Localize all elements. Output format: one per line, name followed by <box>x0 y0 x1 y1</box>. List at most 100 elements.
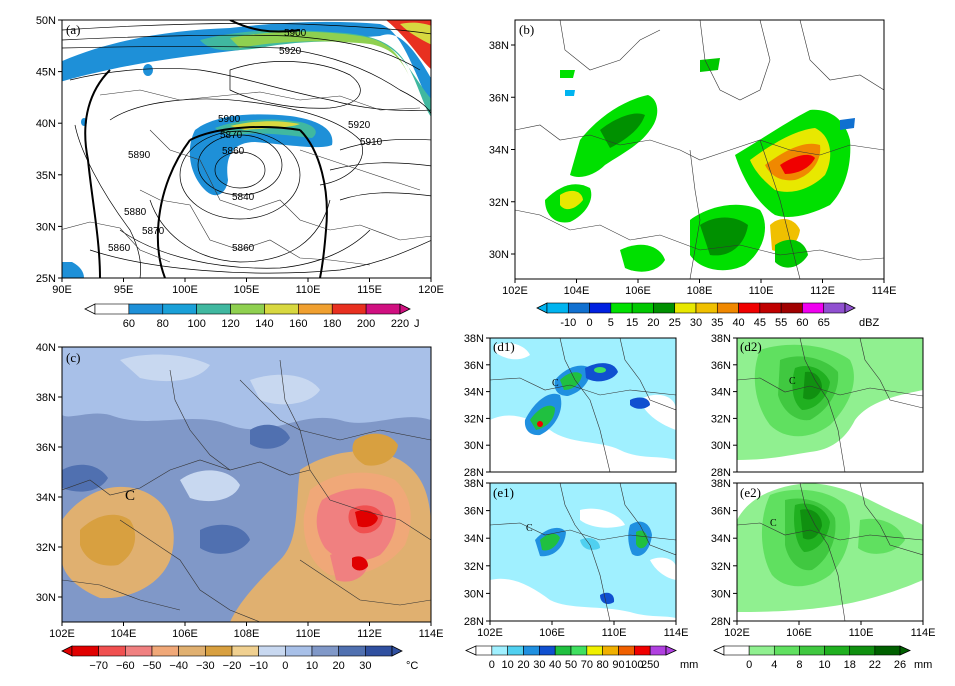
colorbar-segment <box>634 645 651 656</box>
y-tick-label: 25N <box>36 273 56 285</box>
y-tick-label: 38N <box>36 392 56 404</box>
x-tick-label: 100E <box>172 284 198 296</box>
colorbar-tick-label: 20 <box>333 660 345 672</box>
y-tick-label: 30N <box>36 221 56 233</box>
colorbar-tick-label: 4 <box>771 659 777 671</box>
colorbar-segment <box>311 645 339 657</box>
y-tick-label: 40N <box>36 118 56 130</box>
colorbar-tick-label: −60 <box>116 660 135 672</box>
colorbar-segment <box>539 645 556 656</box>
panel-e1-axis: 102E 106E 110E 114E 28N 30N 32N 34N 36N 38N <box>464 478 689 639</box>
colorbar-segment <box>491 645 508 656</box>
panel-c: (c) C 102E 104E 106E 108E 110E 112E 114E 30N 32N… <box>36 342 444 640</box>
x-tick-label: 110E <box>296 628 321 640</box>
y-tick-label: 36N <box>36 442 56 454</box>
colorbar-tick-label: −30 <box>196 660 215 672</box>
colorbar-tick-label: -10 <box>560 317 576 329</box>
colorbar-segment <box>162 303 197 315</box>
colorbar-tick-label: 40 <box>732 317 744 329</box>
panel-label: (d2) <box>740 339 762 354</box>
x-tick-label: 102E <box>724 627 750 639</box>
y-tick-label: 32N <box>711 561 731 573</box>
colorbar-segment <box>546 302 569 314</box>
colorbar-segment <box>759 302 782 314</box>
colorbar-tick-label: 30 <box>690 317 702 329</box>
y-tick-label: 28N <box>464 467 484 479</box>
colorbar-segment <box>71 645 99 657</box>
x-tick-label: 105E <box>234 284 260 296</box>
y-tick-label: 38N <box>711 333 731 345</box>
colorbar-tick-label: 10 <box>306 660 318 672</box>
colorbar-segment <box>674 302 697 314</box>
colorbar-tick-label: 10 <box>818 659 830 671</box>
panel-e2-axis: 102E 106E 110E 114E 28N 30N 32N 34N 36N 38N <box>711 478 936 639</box>
colorbar-unit: mm <box>680 659 698 671</box>
colorbar-segment <box>780 302 803 314</box>
colorbar-segment <box>507 645 524 656</box>
colorbar-tick-label: −40 <box>169 660 188 672</box>
panel-c-axis: 102E 104E 106E 108E 110E 112E 114E 30N 32N 34N 36N… <box>36 342 444 640</box>
colorbar-segment <box>151 645 179 657</box>
colorbar-tick-label: 18 <box>844 659 856 671</box>
x-tick-label: 102E <box>502 285 528 297</box>
colorbar-segment <box>258 645 286 657</box>
colorbar-segment <box>554 645 572 656</box>
y-tick-label: 30N <box>711 588 731 600</box>
colorbar-segment <box>125 645 153 657</box>
panel-label: (d1) <box>493 339 515 354</box>
y-tick-label: 45N <box>36 67 56 79</box>
y-tick-label: 32N <box>711 413 731 425</box>
colorbar-segment <box>738 302 761 314</box>
colorbar-tick-label: 55 <box>775 317 787 329</box>
y-tick-label: 34N <box>711 387 731 399</box>
x-tick-label: 104E <box>564 285 590 297</box>
y-tick-label: 34N <box>464 533 484 545</box>
y-tick-label: 30N <box>36 592 56 604</box>
x-tick-label: 110E <box>749 285 774 297</box>
colorbar-segment <box>823 302 846 314</box>
colorbar-tick-label: 100 <box>187 318 205 330</box>
colorbar-segment <box>665 645 677 656</box>
x-tick-label: 110E <box>602 627 627 639</box>
panel-d2-axis: 28N 30N 32N 34N 36N 38N <box>711 333 737 479</box>
colorbar-tick-label: −10 <box>249 660 268 672</box>
x-tick-label: 106E <box>539 627 565 639</box>
colorbar-tick-label: −70 <box>89 660 108 672</box>
x-tick-label: 115E <box>357 284 382 296</box>
y-tick-label: 32N <box>489 197 509 209</box>
contour-label: 5910 <box>360 137 383 148</box>
contour-label: 5900 <box>284 28 307 39</box>
colorbar-segment <box>570 645 588 656</box>
colorbar-tick-label: 90 <box>612 659 624 671</box>
colorbar-tick-label: 220 <box>391 318 409 330</box>
x-tick-label: 114E <box>419 628 444 640</box>
colorbar-segment <box>723 645 750 656</box>
colorbar-tick-label: 26 <box>894 659 906 671</box>
colorbar-segment <box>610 302 633 314</box>
panel-b-axis: 102E 104E 106E 108E 110E 112E 114E 30N 32N 34N 36N… <box>489 40 897 297</box>
y-tick-label: 38N <box>464 333 484 345</box>
y-tick-label: 30N <box>489 249 509 261</box>
colorbar-segment <box>748 645 775 656</box>
colorbar-segment <box>264 303 299 315</box>
x-tick-label: 108E <box>234 628 260 640</box>
contour-label: 5880 <box>124 207 147 218</box>
colorbar-tick-label: 40 <box>549 659 561 671</box>
colorbar-segment <box>285 645 313 657</box>
x-tick-label: 106E <box>172 628 198 640</box>
colorbar-tick-label: 20 <box>517 659 529 671</box>
contour-label: 5920 <box>279 46 302 57</box>
colorbar-unit: dBZ <box>859 317 879 329</box>
cyclone-marker-label: C <box>789 376 796 387</box>
colorbar-tick-label: 250 <box>641 659 659 671</box>
colorbar-segment <box>128 303 164 315</box>
colorbar-tick-label: 15 <box>626 317 638 329</box>
cyclone-marker-label: C <box>125 488 135 504</box>
y-tick-label: 38N <box>489 40 509 52</box>
y-tick-label: 34N <box>711 533 731 545</box>
colorbar-tick-label: 25 <box>669 317 681 329</box>
colorbar-tick-label: 0 <box>282 660 288 672</box>
y-tick-label: 30N <box>711 440 731 452</box>
colorbar-unit: J <box>414 318 420 330</box>
colorbar-segment <box>298 303 333 315</box>
